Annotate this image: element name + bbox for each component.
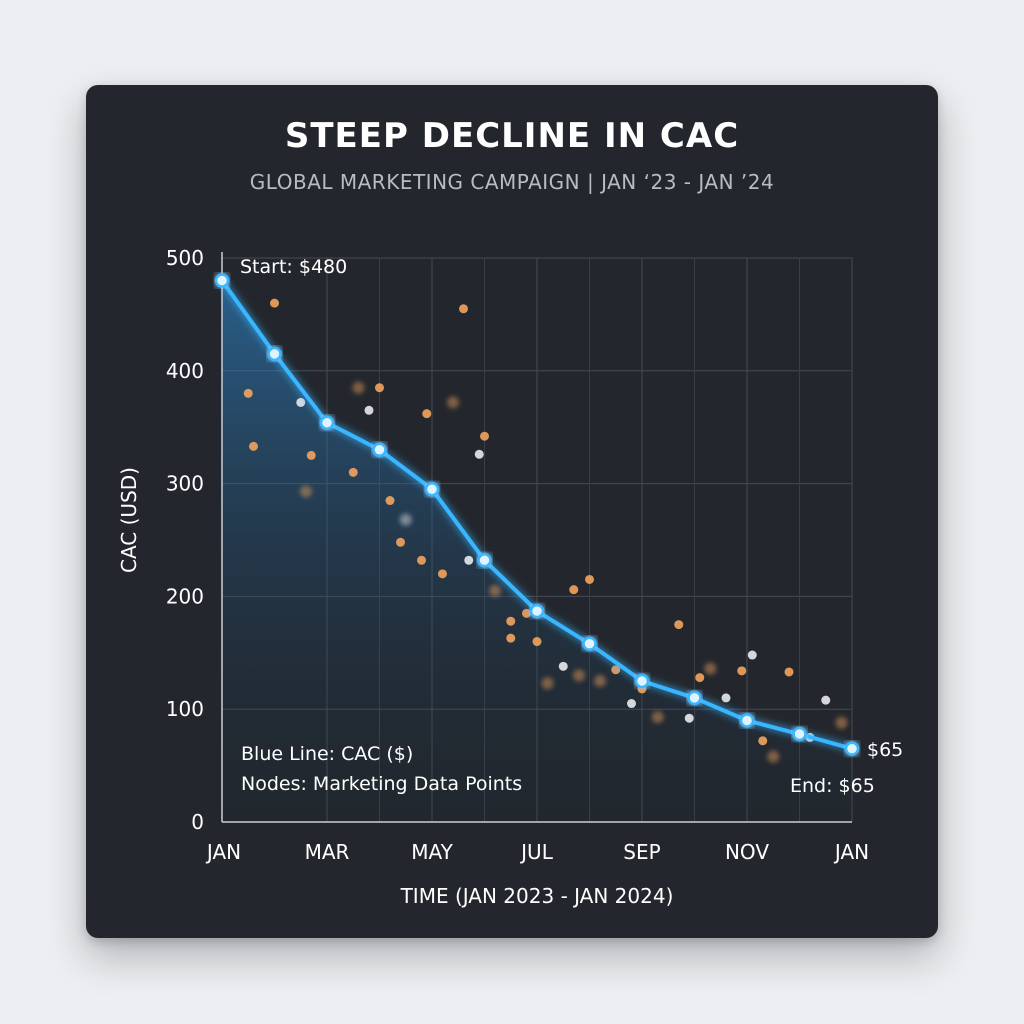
scatter-point <box>396 537 405 547</box>
x-axis-label: TIME (JAN 2023 - JAN 2024) <box>400 884 674 908</box>
series-node <box>739 713 755 728</box>
x-tick-label: MAY <box>411 840 453 864</box>
scatter-point <box>695 673 705 683</box>
scatter-point <box>651 711 664 724</box>
series-nodes <box>214 273 860 756</box>
scatter-point <box>480 431 489 441</box>
scatter-point <box>300 485 312 498</box>
scatter-point <box>767 750 780 763</box>
series-node <box>582 636 597 652</box>
scatter-point <box>558 661 568 671</box>
x-tick-label: JAN <box>833 840 869 864</box>
scatter-point <box>352 381 365 394</box>
scatter-point <box>569 585 579 595</box>
end-annotation: End: $65 <box>790 775 875 797</box>
y-tick-label: 100 <box>166 697 204 721</box>
area-fill <box>222 280 852 822</box>
y-tick-label: 300 <box>166 472 204 496</box>
scatter-point <box>541 677 554 690</box>
scatter-point <box>835 716 848 729</box>
series-node <box>372 442 387 458</box>
scatter-point <box>489 584 501 597</box>
series-node <box>844 741 860 756</box>
legend-line-2: Nodes: Marketing Data Points <box>241 773 522 795</box>
series-node <box>792 726 807 742</box>
series-node <box>529 603 545 619</box>
scatter-point <box>585 574 594 584</box>
scatter-point <box>422 409 432 419</box>
x-tick-label: JUL <box>519 840 554 864</box>
scatter-point <box>474 449 484 459</box>
scatter-point <box>243 388 253 398</box>
y-tick-label: 0 <box>191 810 204 834</box>
series-node <box>634 673 650 689</box>
legend-line-1: Blue Line: CAC ($) <box>241 743 413 765</box>
scatter-point <box>821 695 831 705</box>
axes <box>221 252 852 823</box>
scatter-point <box>385 496 395 506</box>
scatter-point <box>684 713 694 723</box>
series-node <box>267 346 282 362</box>
series-node <box>319 415 335 430</box>
scatter-point <box>375 383 384 393</box>
scatter-point <box>249 441 258 451</box>
scatter-point <box>784 667 794 677</box>
scatter-point <box>364 405 374 415</box>
x-tick-label: MAR <box>305 840 350 864</box>
scatter-point <box>399 513 412 526</box>
scatter-point <box>270 298 279 308</box>
y-tick-label: 400 <box>166 359 204 383</box>
scatter-point <box>438 569 447 579</box>
x-tick-labels: JAN MAR MAY JUL SEP NOV JAN <box>205 840 869 864</box>
scatter-point <box>674 620 684 630</box>
scatter-point <box>747 650 757 660</box>
start-annotation: Start: $480 <box>240 256 347 278</box>
series-node <box>477 553 492 568</box>
scatter-point <box>758 736 768 746</box>
scatter-point <box>306 450 316 460</box>
scatter-point <box>348 467 358 477</box>
scatter-point <box>464 555 474 565</box>
scatter-points <box>243 298 848 763</box>
series-node <box>687 690 702 706</box>
scatter-point <box>296 397 306 407</box>
scatter-point <box>737 666 747 676</box>
scatter-point <box>522 608 531 618</box>
scatter-point <box>594 675 606 687</box>
scatter-point <box>447 396 459 409</box>
series-node <box>214 273 230 288</box>
scatter-point <box>704 662 717 675</box>
scatter-point <box>532 637 542 647</box>
y-tick-labels: 0 100 200 300 400 500 <box>166 246 204 834</box>
x-tick-label: SEP <box>623 840 660 864</box>
scatter-point <box>506 633 516 643</box>
y-axis-label: CAC (USD) <box>117 467 141 573</box>
x-tick-label: NOV <box>725 840 769 864</box>
x-tick-label: JAN <box>205 840 241 864</box>
chart-subtitle: GLOBAL MARKETING CAMPAIGN | JAN ‘23 - JA… <box>249 170 775 194</box>
scatter-point <box>506 616 516 626</box>
scatter-point <box>721 693 731 703</box>
end-value-label: $65 <box>867 739 903 761</box>
scatter-point <box>627 699 636 709</box>
scatter-point <box>573 669 585 682</box>
scatter-point <box>417 555 426 565</box>
series-node <box>424 481 440 497</box>
scatter-point <box>459 304 468 314</box>
y-tick-label: 500 <box>166 246 204 270</box>
y-tick-label: 200 <box>166 584 204 608</box>
scatter-point <box>611 665 621 675</box>
chart-title: STEEP DECLINE IN CAC <box>284 116 740 156</box>
